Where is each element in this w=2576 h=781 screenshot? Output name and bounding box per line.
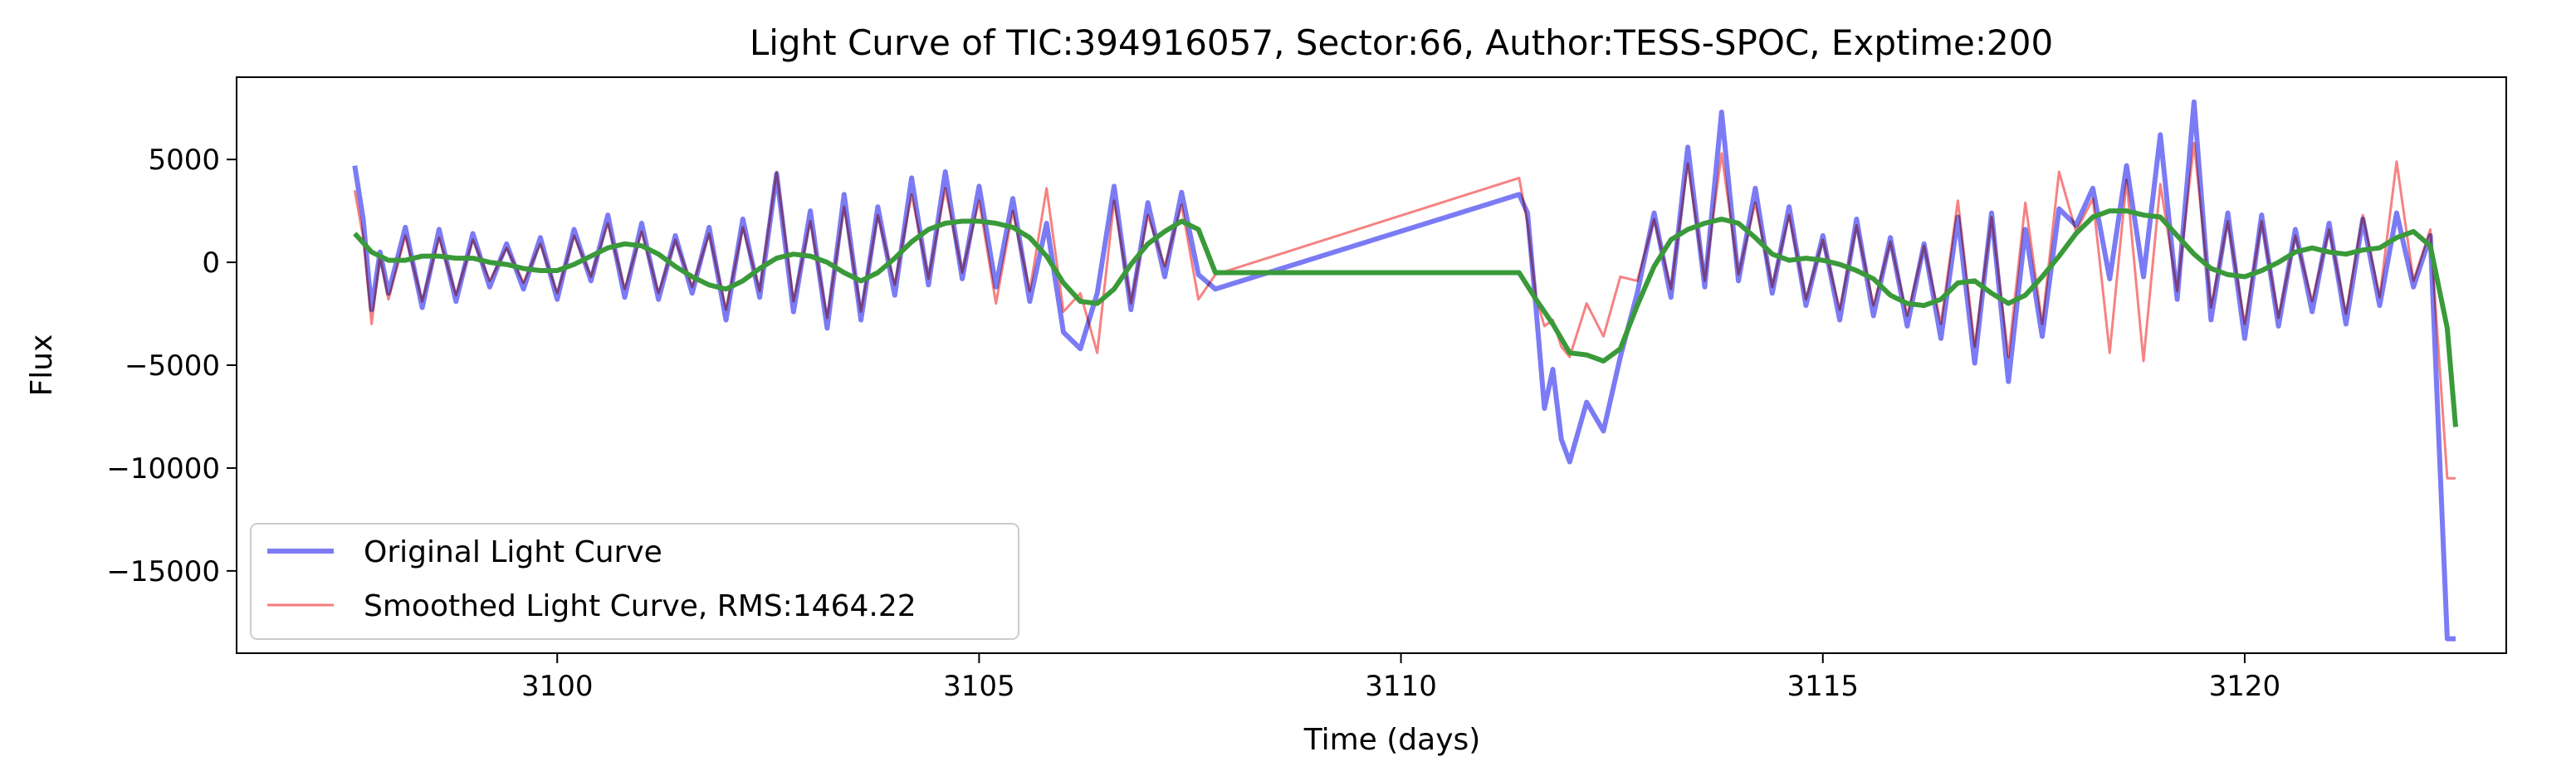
x-tick-label: 3115 [1787,670,1859,703]
plot-area [352,99,2458,642]
y-tick-label: 0 [202,247,220,280]
chart-title: Light Curve of TIC:394916057, Sector:66,… [750,22,2053,63]
legend-label-original: Original Light Curve [364,535,662,569]
x-tick-label: 3100 [521,670,594,703]
y-axis-label: Flux [25,334,59,397]
x-tick-label: 3105 [943,670,1015,703]
x-axis-label: Time (days) [1303,723,1481,757]
series-layer [352,99,2458,642]
series-smoothed [353,141,2456,480]
y-tick-label: 5000 [148,144,220,177]
series-trend [353,208,2458,427]
x-tick-label: 3120 [2209,670,2281,703]
y-tick-label: −10000 [106,452,220,486]
series-original [352,99,2456,642]
y-tick-label: −5000 [125,349,220,383]
legend-box [250,523,1019,640]
y-tick-label: −15000 [106,555,220,588]
legend: Original Light Curve Smoothed Light Curv… [250,523,1019,640]
legend-label-smoothed: Smoothed Light Curve, RMS:1464.22 [364,589,917,623]
x-axis: 3100 3105 3110 3115 3120 [521,653,2280,703]
x-tick-label: 3110 [1365,670,1437,703]
y-axis: 5000 0 −5000 −10000 −15000 [106,144,237,588]
